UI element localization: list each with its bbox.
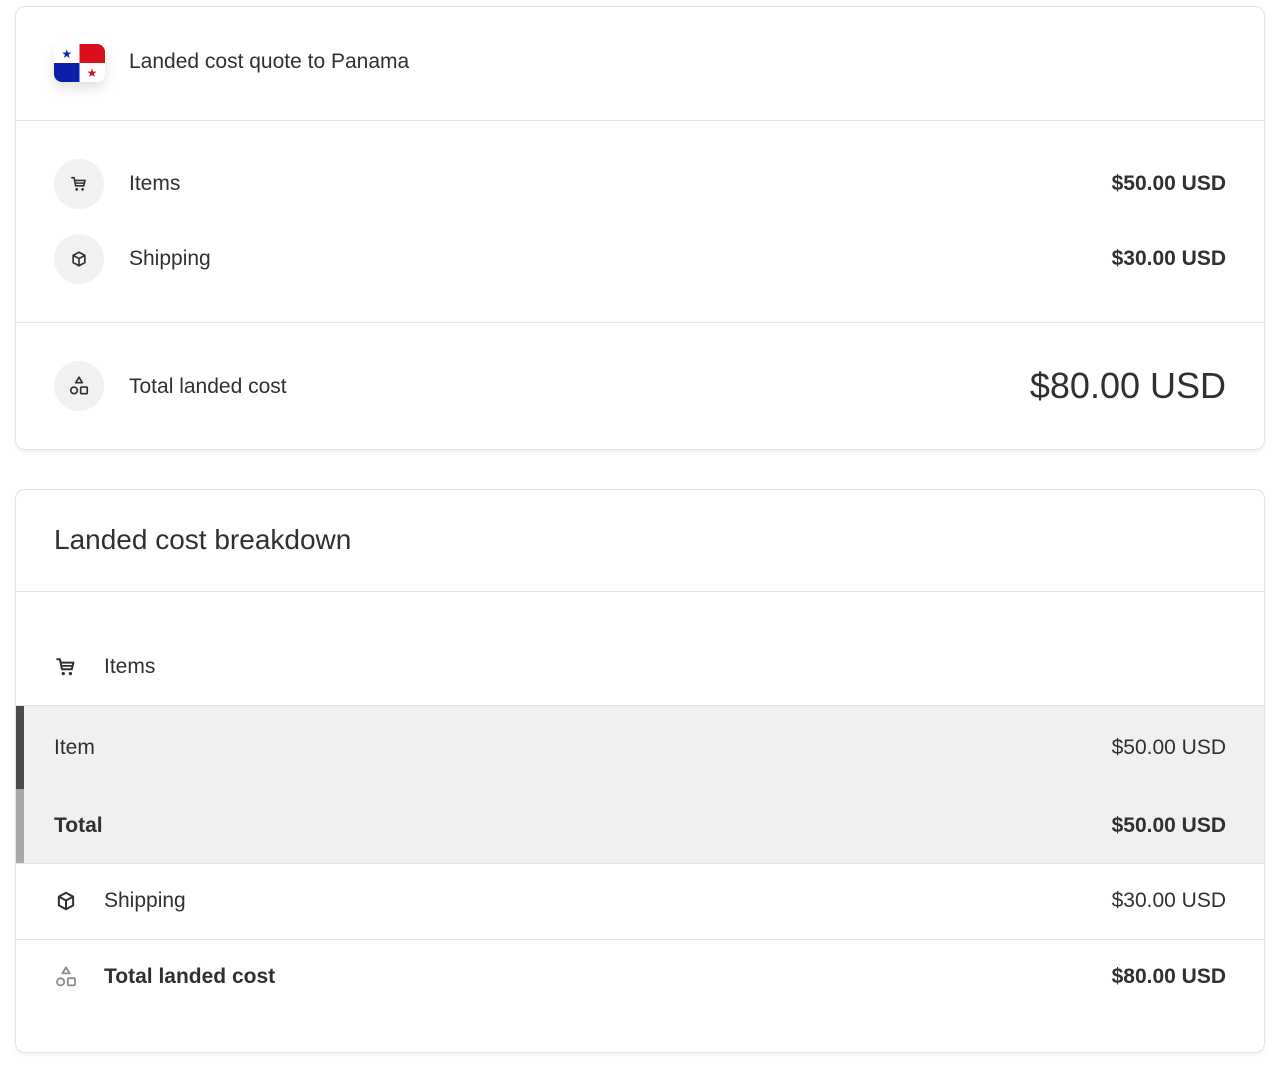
shipping-value: $30.00 USD — [1111, 889, 1226, 912]
shipping-value: $30.00 USD — [1111, 247, 1226, 270]
quote-title: Landed cost quote to Panama — [129, 50, 410, 73]
quote-card: ★ ★ Landed cost quote to Panama Items $50… — [15, 6, 1265, 450]
item-value: $50.00 USD — [1111, 736, 1226, 759]
items-value: $50.00 USD — [1111, 172, 1226, 195]
shipping-label: Shipping — [104, 889, 186, 912]
svg-text:★: ★ — [87, 66, 98, 80]
items-detail-group: Item $50.00 USD Total $50.00 USD — [16, 705, 1264, 864]
shipping-label: Shipping — [129, 247, 211, 270]
package-icon — [54, 234, 104, 284]
total-landed-label: Total landed cost — [104, 965, 276, 988]
item-label: Item — [54, 736, 95, 759]
divider — [16, 939, 1264, 940]
total-landed-value: $80.00 USD — [1111, 965, 1226, 988]
shapes-icon — [54, 361, 104, 411]
total-value: $80.00 USD — [1029, 365, 1226, 406]
items-total-value: $50.00 USD — [1111, 814, 1226, 837]
package-icon — [55, 890, 77, 912]
divider — [16, 591, 1264, 592]
svg-text:★: ★ — [61, 47, 72, 61]
cart-icon — [54, 159, 104, 209]
breakdown-card: Landed cost breakdown Items Item $50.00 … — [15, 489, 1265, 1053]
cart-icon — [55, 656, 77, 678]
accent-bar — [16, 706, 24, 789]
divider — [16, 120, 1264, 121]
panama-flag-icon: ★ ★ — [54, 44, 105, 82]
divider — [16, 322, 1264, 323]
shapes-icon — [54, 965, 78, 989]
accent-bar — [16, 789, 24, 864]
breakdown-title: Landed cost breakdown — [54, 524, 352, 555]
divider — [16, 863, 1264, 864]
items-label: Items — [129, 172, 181, 195]
items-section-header: Items — [104, 655, 156, 678]
total-label: Total landed cost — [129, 375, 287, 398]
items-total-label: Total — [54, 814, 103, 837]
